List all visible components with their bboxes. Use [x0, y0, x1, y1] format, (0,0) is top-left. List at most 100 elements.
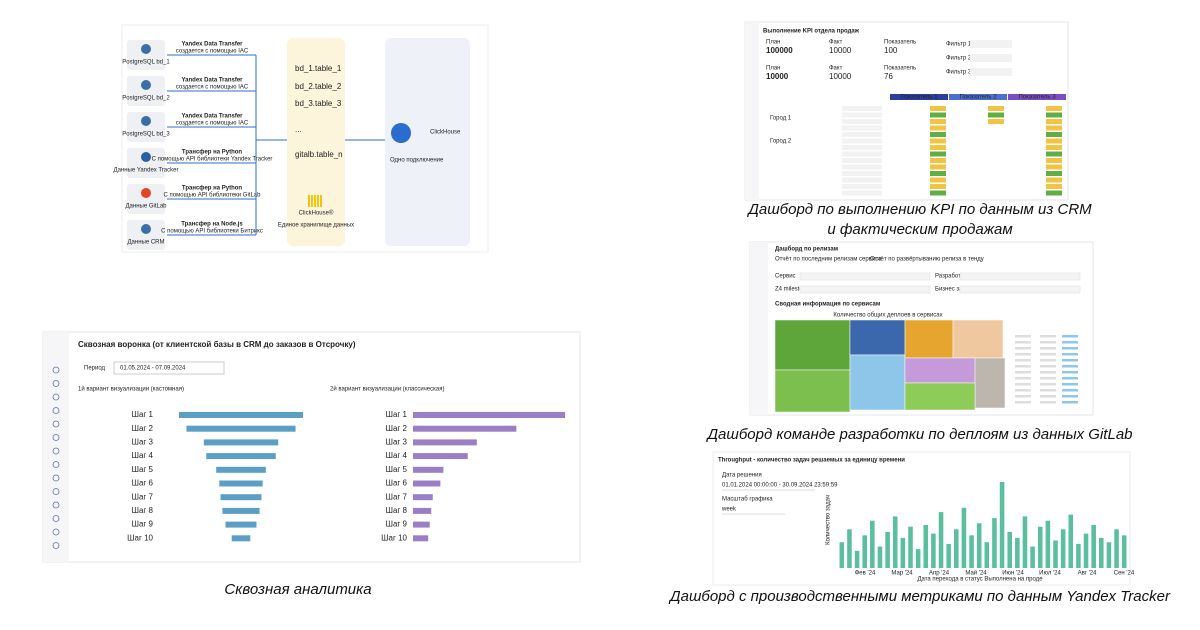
treemap-cell — [849, 319, 906, 356]
cell — [988, 171, 1004, 176]
label: Июл '24 — [1039, 571, 1061, 577]
label: Трансфер на Python — [182, 185, 243, 192]
label: Шаг 4 — [386, 451, 408, 460]
cell — [1046, 190, 1062, 196]
source-name: PostgreSQL bd_1 — [122, 60, 170, 66]
bar — [216, 466, 266, 473]
source-icon — [141, 44, 151, 54]
label: Факт — [829, 40, 843, 46]
bar — [1060, 529, 1066, 568]
bar — [203, 439, 279, 446]
row — [842, 132, 882, 137]
cell — [988, 177, 1004, 183]
target-icon — [391, 123, 411, 143]
caption: Дашборд по выполнению KPI по данным из C… — [746, 201, 1092, 218]
table-cell — [1040, 395, 1056, 398]
bar — [413, 507, 432, 514]
row — [842, 164, 882, 170]
nav-icon — [52, 434, 60, 441]
cell — [930, 112, 946, 118]
bar — [1083, 533, 1089, 568]
source-icon — [141, 80, 151, 90]
filter — [970, 40, 1012, 48]
bar — [1091, 525, 1096, 568]
table-cell — [1015, 365, 1031, 368]
bar — [1053, 540, 1058, 568]
label: Показатель — [884, 66, 916, 72]
cell — [930, 125, 946, 131]
cell — [930, 106, 946, 111]
table-cell — [1040, 341, 1056, 344]
cell — [1046, 158, 1062, 163]
nav-icon — [52, 515, 60, 522]
label: С помощью API библиотеки Битрикс — [161, 229, 263, 235]
treemap-cell — [904, 319, 954, 359]
label: Сен '24 — [1114, 571, 1135, 577]
bar — [1121, 535, 1127, 568]
label: Yandex Data Transfer — [181, 114, 243, 120]
bar — [938, 512, 944, 568]
bar — [1106, 542, 1112, 568]
bar — [413, 521, 430, 528]
label: Авг '24 — [1078, 571, 1098, 577]
bar — [954, 529, 959, 568]
label: Период — [84, 366, 106, 372]
label: Шаг 3 — [386, 438, 408, 447]
label: Шаг 10 — [381, 533, 407, 542]
label: Фев '24 — [855, 571, 876, 577]
cell — [930, 119, 946, 124]
table-cell — [1062, 365, 1078, 368]
ch-logo — [314, 195, 316, 207]
label: Город 2 — [770, 139, 792, 145]
label: Масштаб графика — [722, 497, 773, 503]
table-cell — [1040, 347, 1056, 350]
nav-icon — [52, 407, 60, 414]
caption: Дашборд команде разработки по деплоям из… — [705, 426, 1132, 443]
bar — [413, 535, 429, 542]
cell — [930, 184, 946, 189]
bar — [1099, 537, 1104, 568]
source-name: Данные CRM — [127, 240, 164, 246]
bar — [231, 535, 251, 542]
nav-icon — [52, 447, 60, 455]
row — [842, 190, 882, 196]
bar — [961, 507, 967, 568]
cell — [930, 171, 946, 176]
table-cell — [1040, 353, 1056, 356]
label: 01.05.2024 - 07.09.2024 — [120, 366, 186, 372]
throughput-panel — [712, 451, 1131, 586]
label: Показатель 2 — [959, 95, 997, 101]
label: 100 — [884, 46, 898, 55]
label: Шаг 3 — [132, 438, 154, 447]
nav-icon — [52, 542, 60, 549]
bar — [1037, 526, 1043, 568]
source-box — [127, 184, 165, 214]
label: Шаг 1 — [386, 410, 408, 419]
label: Фильтр 2 — [946, 56, 972, 62]
caption: Сквозная аналитика — [224, 581, 371, 598]
treemap-cell — [904, 357, 976, 384]
label: Throughput - количество задач решаемых з… — [718, 458, 905, 464]
table-cell — [1062, 371, 1078, 374]
cell — [988, 184, 1004, 189]
table-cell — [1062, 377, 1078, 380]
label: Показатель 3 — [1018, 95, 1056, 101]
cell — [988, 138, 1004, 144]
table-cell — [1040, 335, 1056, 338]
label: С помощью API библиотеки GitLab — [164, 193, 262, 199]
bar — [931, 533, 936, 568]
label: создается с помощью IAC — [176, 49, 249, 55]
filter — [970, 68, 1012, 76]
bar — [219, 480, 263, 487]
cell — [988, 119, 1004, 124]
sidebar — [750, 242, 768, 415]
storage-box — [287, 38, 345, 246]
row — [842, 158, 882, 163]
label: Дата решения — [722, 473, 762, 479]
cell — [1046, 184, 1062, 189]
label: План — [766, 40, 780, 46]
label: Отчёт по развёртыванию релиза в тенду — [870, 257, 984, 263]
label: создается с помощью IAC — [176, 85, 249, 91]
label: Шаг 6 — [132, 479, 154, 488]
cell — [930, 145, 946, 150]
